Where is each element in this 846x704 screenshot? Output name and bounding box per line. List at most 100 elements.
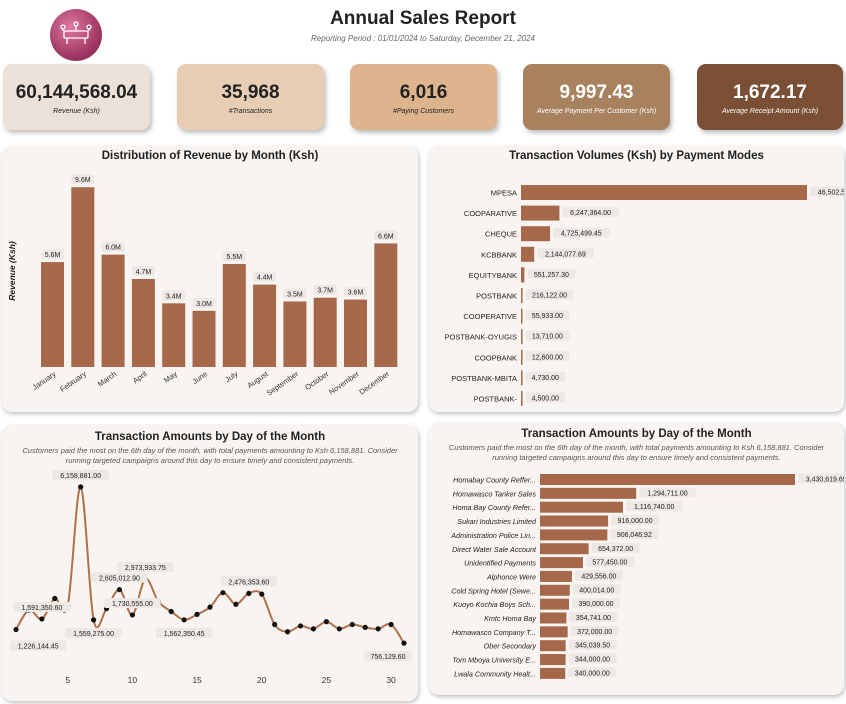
- payment-mode-label: CHEQUE: [485, 230, 517, 239]
- payment-mode-bar: [521, 329, 523, 345]
- customer-bar: [540, 640, 566, 652]
- customer-value-bg: [574, 570, 623, 581]
- month-tick-label: August: [245, 369, 270, 390]
- payment-mode-value: 55,933.00: [532, 313, 563, 320]
- kpi-card-avg-receipt: 1,672.17 Average Receipt Amount (Ksh): [697, 64, 843, 130]
- point-annotation: 1,226,144.45: [18, 644, 59, 651]
- payment-modes-panel: Transaction Volumes (Ksh) by Payment Mod…: [429, 146, 844, 412]
- kpi-label: Average Receipt Amount (Ksh): [721, 108, 819, 115]
- revenue-data-label: 9.6M: [75, 177, 91, 184]
- customer-label: Kuoyo Kochia Boys Sch...: [453, 600, 536, 609]
- series-point: [259, 591, 265, 597]
- chart-note: Customers paid the most on the 6th day o…: [22, 446, 398, 465]
- customer-value: 345,039.50: [575, 643, 610, 650]
- payment-mode-bar: [521, 288, 523, 303]
- chart-title: Transaction Amounts by Day of the Month: [94, 431, 326, 443]
- x-tick-label: 5: [65, 675, 70, 685]
- series-point: [207, 604, 213, 610]
- revenue-data-label: 3.5M: [287, 291, 303, 298]
- customer-value-bg: [798, 473, 844, 484]
- customer-value: 400,014.00: [579, 587, 614, 594]
- point-annotation: 2,605,012.90: [99, 576, 140, 583]
- series-point: [168, 608, 174, 615]
- point-annotation: 6,158,881.00: [60, 473, 101, 480]
- payment-mode-label: POSTBANK-OYUGIS: [444, 333, 517, 342]
- payment-mode-label: EQUITYBANK: [469, 271, 517, 280]
- payment-mode-value: 4,725,499.45: [561, 231, 602, 238]
- payment-mode-value-bg: [537, 248, 594, 259]
- revenue-data-label-bg: [162, 290, 186, 301]
- point-annotation-bg: [10, 640, 67, 651]
- kpi-value: 35,968: [221, 82, 280, 103]
- point-annotation: 1,591,350.60: [21, 605, 62, 612]
- kpi-card-paying-customers: 6,016 #Paying Customers: [350, 64, 497, 130]
- customer-bar: [540, 584, 570, 596]
- chart-title: Transaction Volumes (Ksh) by Payment Mod…: [509, 150, 764, 162]
- series-point: [246, 590, 252, 596]
- customer-value-bg: [611, 515, 660, 526]
- payment-mode-value: 13,710.00: [532, 334, 563, 341]
- payment-mode-bar: [521, 370, 523, 386]
- customer-label: Lwala Community Healt...: [454, 669, 536, 678]
- kpi-value: 60,144,568.04: [15, 82, 138, 103]
- point-annotation-bg: [117, 561, 174, 572]
- x-tick-label: 15: [192, 675, 202, 685]
- customer-bar: [540, 598, 569, 610]
- kpi-card-transactions: 35,968 #Transactions: [177, 64, 324, 130]
- revenue-bar: [41, 262, 64, 367]
- customer-value-bg: [610, 528, 659, 539]
- customer-bar: [540, 626, 568, 638]
- revenue-data-label-bg: [253, 271, 276, 282]
- revenue-data-label-bg: [132, 265, 155, 276]
- series-point: [285, 629, 291, 635]
- payment-mode-value-bg: [525, 351, 570, 362]
- series-point: [78, 484, 84, 490]
- payment-mode-value: 12,600.00: [532, 354, 563, 361]
- revenue-data-label: 3.0M: [196, 301, 212, 308]
- revenue-bar: [253, 284, 277, 367]
- amounts-by-day-line-panel: Transaction Amounts by Day of the Month …: [2, 425, 418, 701]
- kpi-value: 9,997.43: [559, 82, 634, 103]
- payment-mode-label: MPESA: [491, 189, 517, 198]
- customer-label: Homa Bay County Refer...: [452, 503, 536, 512]
- series-point: [375, 626, 381, 632]
- point-annotation: 756,129.60: [370, 654, 405, 661]
- customer-label: Alphonce Were: [486, 572, 536, 581]
- month-tick-label: June: [191, 369, 209, 386]
- revenue-data-label: 4.4M: [257, 275, 273, 282]
- customer-value: 372,000.00: [577, 629, 612, 636]
- month-tick-label: November: [327, 369, 361, 397]
- payment-mode-value: 2,144,077.69: [545, 251, 586, 258]
- revenue-data-label: 3.4M: [166, 293, 182, 300]
- payment-mode-bar: [521, 246, 535, 262]
- company-logo: [50, 9, 102, 61]
- revenue-data-label-bg: [222, 251, 246, 262]
- revenue-bar: [71, 187, 95, 367]
- customer-label: Unidentified Payments: [464, 559, 536, 568]
- customer-label: Homabay County Reffer...: [453, 476, 536, 485]
- month-tick-label: March: [96, 369, 118, 388]
- revenue-data-label-bg: [344, 286, 367, 297]
- series-point: [349, 621, 355, 628]
- revenue-bar: [192, 310, 216, 367]
- series-point: [336, 626, 342, 632]
- month-tick-label: January: [31, 369, 58, 392]
- payment-mode-value-bg: [527, 268, 576, 279]
- series-point: [116, 587, 123, 593]
- customer-value: 3,430,619.69: [806, 477, 844, 484]
- payment-mode-bar: [521, 205, 560, 221]
- revenue-bar: [283, 301, 307, 367]
- payment-mode-bar: [521, 226, 551, 242]
- revenue-bar: [374, 243, 398, 367]
- payment-mode-bar: [521, 391, 523, 406]
- kpi-label: Revenue (Ksh): [53, 108, 100, 115]
- customer-value-bg: [568, 639, 617, 650]
- customer-value: 390,000.00: [578, 601, 613, 608]
- series-point: [233, 601, 239, 607]
- revenue-bar: [313, 297, 337, 367]
- point-annotation-bg: [65, 627, 122, 638]
- revenue-bar: [131, 278, 155, 367]
- payment-mode-value-bg: [525, 330, 570, 341]
- revenue-bar: [222, 264, 246, 367]
- revenue-bar: [344, 299, 367, 367]
